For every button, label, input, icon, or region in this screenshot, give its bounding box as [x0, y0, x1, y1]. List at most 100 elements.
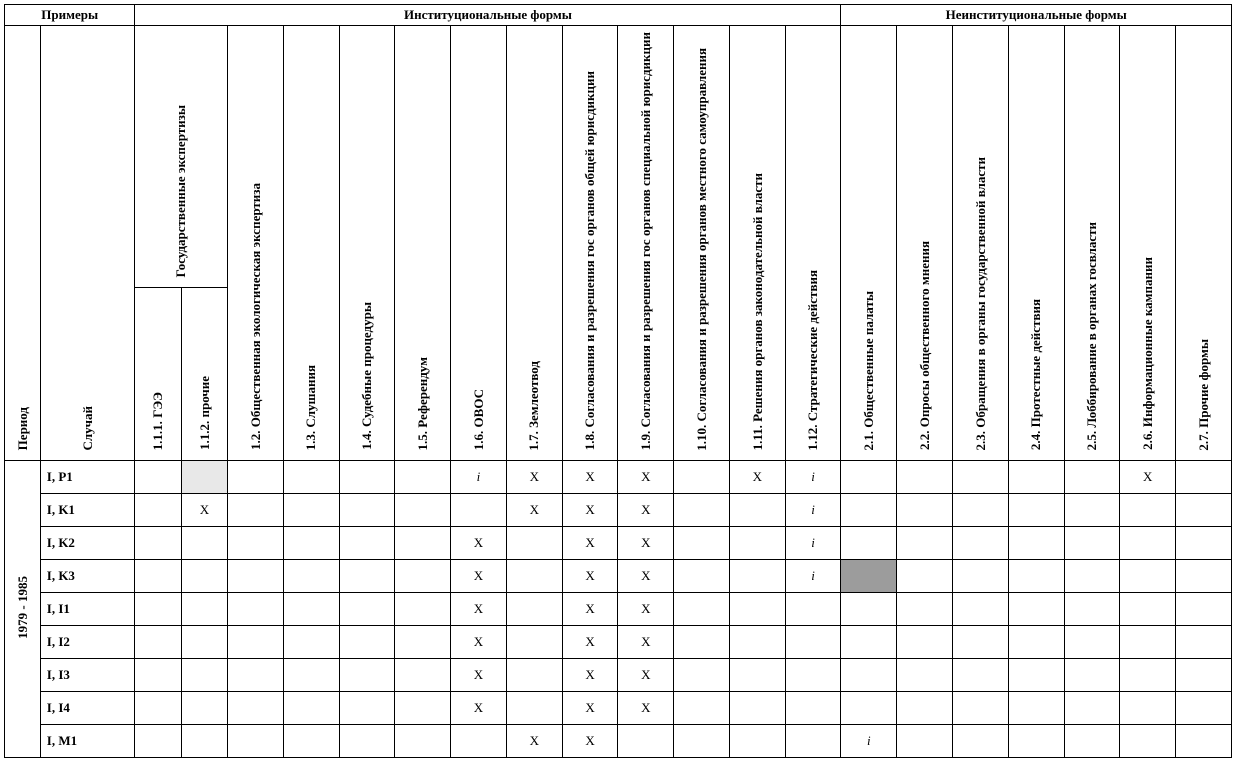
data-cell — [228, 725, 284, 758]
data-cell — [181, 461, 227, 494]
data-cell — [1008, 494, 1064, 527]
data-cell: X — [618, 659, 674, 692]
data-cell: X — [451, 593, 507, 626]
data-cell: X — [562, 494, 618, 527]
data-cell: X — [562, 692, 618, 725]
data-cell — [506, 659, 562, 692]
hdr-noninstitutional: Неинституциональные формы — [841, 5, 1232, 26]
col-19: 2.7. Прочие формы — [1176, 26, 1232, 461]
data-cell: i — [841, 725, 897, 758]
col-15: 2.3. Обращения в органы государственной … — [953, 26, 1009, 461]
data-cell — [729, 560, 785, 593]
data-cell: X — [618, 692, 674, 725]
table-row: 1979 - 1985I, P1iXXXXiX — [5, 461, 1232, 494]
data-cell — [841, 560, 897, 593]
data-cell — [897, 593, 953, 626]
period-cell: 1979 - 1985 — [5, 461, 41, 758]
data-cell — [395, 593, 451, 626]
col-3: 1.3. Слушания — [283, 26, 339, 461]
data-cell — [395, 659, 451, 692]
data-cell — [841, 593, 897, 626]
data-cell: X — [618, 626, 674, 659]
data-cell — [395, 461, 451, 494]
col-8: 1.8. Согласования и разрешения гос орган… — [562, 26, 618, 461]
data-cell — [897, 527, 953, 560]
hdr-institutional: Институциональные формы — [135, 5, 841, 26]
data-cell — [1064, 593, 1120, 626]
table-row: I, I2XXX — [5, 626, 1232, 659]
data-cell — [1064, 494, 1120, 527]
hdr-examples: Примеры — [5, 5, 135, 26]
data-cell — [135, 527, 181, 560]
data-cell — [339, 626, 395, 659]
data-cell — [181, 593, 227, 626]
data-cell: X — [562, 659, 618, 692]
data-cell — [1120, 692, 1176, 725]
col-4: 1.4. Судебные процедуры — [339, 26, 395, 461]
header-row-2: Период Случай Государственные экспертизы… — [5, 26, 1232, 288]
data-cell: X — [562, 527, 618, 560]
data-cell — [674, 560, 730, 593]
data-cell: X — [562, 560, 618, 593]
data-cell — [283, 494, 339, 527]
data-cell — [1176, 659, 1232, 692]
data-cell — [339, 659, 395, 692]
data-cell: X — [506, 461, 562, 494]
data-cell — [618, 725, 674, 758]
data-cell — [339, 494, 395, 527]
data-cell: X — [618, 494, 674, 527]
data-cell: X — [506, 725, 562, 758]
data-cell — [953, 461, 1009, 494]
data-cell — [283, 725, 339, 758]
data-cell: X — [181, 494, 227, 527]
data-cell — [181, 527, 227, 560]
data-cell — [395, 692, 451, 725]
data-cell — [1064, 659, 1120, 692]
data-cell — [395, 626, 451, 659]
data-cell — [953, 593, 1009, 626]
data-cell — [953, 560, 1009, 593]
col-9: 1.9. Согласования и разрешения гос орган… — [618, 26, 674, 461]
data-cell — [841, 626, 897, 659]
data-cell — [1176, 725, 1232, 758]
data-cell — [181, 560, 227, 593]
hdr-state-exp: Государственные экспертизы — [135, 26, 228, 288]
data-cell — [1176, 626, 1232, 659]
data-cell — [395, 560, 451, 593]
data-cell — [506, 560, 562, 593]
data-cell — [1176, 494, 1232, 527]
data-cell — [451, 494, 507, 527]
data-cell — [674, 725, 730, 758]
data-cell — [953, 626, 1009, 659]
data-cell — [953, 527, 1009, 560]
data-cell — [1176, 692, 1232, 725]
data-cell — [953, 494, 1009, 527]
data-cell: X — [562, 461, 618, 494]
table-row: I, K3XXXi — [5, 560, 1232, 593]
data-cell — [841, 659, 897, 692]
data-cell — [1008, 626, 1064, 659]
data-cell — [283, 527, 339, 560]
data-cell — [283, 692, 339, 725]
col-17: 2.5. Лоббирование в органах госвласти — [1064, 26, 1120, 461]
data-cell: X — [729, 461, 785, 494]
data-cell — [785, 659, 841, 692]
data-cell — [1064, 626, 1120, 659]
data-cell — [1120, 494, 1176, 527]
data-cell: X — [451, 527, 507, 560]
col-10: 1.10. Согласования и разрешения органов … — [674, 26, 730, 461]
data-cell — [135, 626, 181, 659]
data-cell — [674, 461, 730, 494]
col-6: 1.6. ОВОС — [451, 26, 507, 461]
data-cell: i — [785, 527, 841, 560]
col-2: 1.2. Общественная экологическая эксперти… — [228, 26, 284, 461]
hdr-case: Случай — [40, 26, 135, 461]
data-cell — [1008, 527, 1064, 560]
data-cell — [339, 593, 395, 626]
data-cell — [283, 659, 339, 692]
data-cell — [1008, 593, 1064, 626]
data-cell — [228, 593, 284, 626]
data-cell — [953, 692, 1009, 725]
data-cell: X — [1120, 461, 1176, 494]
case-cell: I, I2 — [40, 626, 135, 659]
